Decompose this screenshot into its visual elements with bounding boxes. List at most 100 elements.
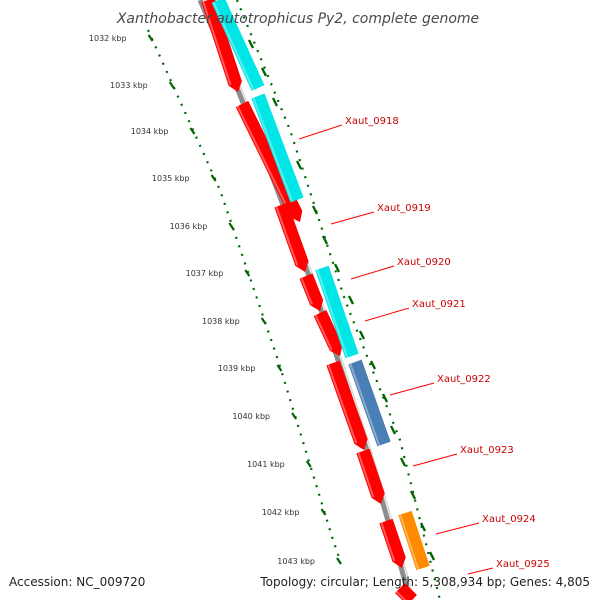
feature-tick-mark: [369, 360, 377, 370]
feature-tick-mark: [333, 263, 341, 273]
cds-red-1-shine: [236, 105, 293, 217]
gene-label-xaut_0920[interactable]: Xaut_0920: [350, 257, 451, 280]
cds-red-3-shine: [300, 277, 313, 305]
gene-label-xaut_0921[interactable]: Xaut_0921: [364, 299, 466, 322]
cds-red-1: [235, 100, 303, 222]
kbp-tick: 1036 kbp: [170, 222, 235, 231]
cds-red-8: [395, 583, 417, 600]
cds-red-4-shine: [314, 314, 333, 351]
feature-tick-mark: [311, 205, 319, 215]
gene-leader-line: [412, 453, 458, 467]
feature-tick-mark: [295, 160, 303, 170]
cds-red-0-shine: [202, 1, 232, 86]
kbp-tick: 1040 kbp: [232, 412, 298, 421]
kbp-dotted-line: [146, 29, 342, 561]
gene-name: Xaut_0922: [437, 374, 491, 385]
gene-name: Xaut_0924: [482, 514, 536, 525]
gene-label-xaut_0925[interactable]: Xaut_0925: [467, 559, 550, 575]
kbp-tick-label: 1043 kbp: [277, 557, 315, 566]
kbp-tick-label: 1037 kbp: [186, 269, 224, 278]
kbp-axis: 1032 kbp 1033 kbp 1034 kbp 1035 kbp 1036 kbp…: [89, 34, 342, 566]
kbp-tick-label: 1038 kbp: [202, 317, 240, 326]
kbp-tick: 1035 kbp: [152, 174, 217, 183]
kbp-tick: 1037 kbp: [186, 269, 251, 278]
gene-name: Xaut_0919: [377, 203, 431, 214]
cds-red-0: [201, 0, 242, 92]
gene-label-xaut_0918[interactable]: Xaut_0918: [298, 116, 399, 140]
gene-leader-line: [435, 522, 480, 535]
gene-leader-line: [389, 382, 435, 396]
kbp-tick-mark: [260, 317, 267, 325]
feature-tick-mark: [358, 330, 366, 340]
map-title: Xanthobacter autotrophicus Py2, complete…: [116, 11, 479, 27]
gene-leader-line: [330, 211, 375, 225]
cds-red-2: [274, 202, 309, 272]
gene-label-xaut_0922[interactable]: Xaut_0922: [389, 374, 491, 396]
cds-red-5: [326, 360, 368, 450]
cds-red-6-shine: [357, 452, 375, 498]
cds-red-3: [299, 273, 324, 311]
gene-labels: Xaut_0918 Xaut_0919 Xaut_0920 Xaut_0921 Xaut…: [298, 116, 550, 575]
kbp-tick-mark: [336, 557, 342, 565]
gene-name: Xaut_0920: [397, 257, 451, 268]
cds-cyan-0-shine: [212, 1, 255, 91]
gene-name: Xaut_0918: [345, 116, 399, 127]
feature-tick-mark: [347, 295, 355, 305]
kbp-tick-mark: [147, 34, 154, 42]
kbp-tick-mark: [276, 364, 283, 372]
feature-tick-mark: [381, 393, 389, 403]
kbp-tick: 1034 kbp: [131, 127, 196, 136]
kbp-tick-mark: [320, 508, 327, 516]
kbp-tick-label: 1032 kbp: [89, 34, 127, 43]
feature-tick-mark: [260, 67, 268, 77]
kbp-tick-label: 1040 kbp: [232, 412, 270, 421]
feature-tick-mark: [409, 490, 417, 500]
kbp-tick-label: 1042 kbp: [262, 508, 300, 517]
kbp-tick-mark: [291, 412, 298, 420]
kbp-tick-label: 1041 kbp: [247, 460, 285, 469]
cds-orange-shine: [399, 514, 420, 570]
gene-name: Xaut_0925: [496, 559, 550, 570]
feature-tick-mark: [321, 235, 329, 245]
kbp-tick-mark: [305, 460, 312, 468]
feature-tick-mark: [428, 551, 436, 561]
kbp-tick: 1041 kbp: [247, 460, 312, 469]
cds-red-6: [356, 448, 385, 504]
kbp-tick-mark: [228, 222, 235, 230]
cds-steelblue: [348, 359, 391, 447]
cds-cyan-2-shine: [316, 269, 349, 358]
kbp-tick-label: 1039 kbp: [218, 364, 256, 373]
gene-label-xaut_0923[interactable]: Xaut_0923: [412, 445, 514, 467]
kbp-tick-mark: [244, 269, 251, 277]
gene-name: Xaut_0921: [412, 299, 466, 310]
gene-leader-line: [298, 124, 343, 140]
cds-cyan-1-shine: [252, 97, 294, 203]
kbp-tick: 1039 kbp: [218, 364, 283, 373]
kbp-tick-mark: [189, 127, 196, 135]
gene-label-xaut_0919[interactable]: Xaut_0919: [330, 203, 431, 225]
kbp-tick: 1038 kbp: [202, 317, 267, 326]
cds-cyan-1: [251, 93, 304, 203]
kbp-tick: 1042 kbp: [262, 508, 327, 517]
kbp-tick-label: 1036 kbp: [170, 222, 208, 231]
cds-red-7: [379, 518, 406, 568]
gene-leader-line: [467, 567, 494, 575]
kbp-tick: 1033 kbp: [110, 81, 175, 90]
feature-tick-mark: [389, 425, 397, 435]
genome-backbone: [197, 0, 413, 600]
accession-label: Accession: NC_009720: [9, 575, 145, 589]
kbp-tick: 1032 kbp: [89, 34, 154, 43]
gene-leader-line: [364, 307, 410, 322]
cds-red-5-shine: [327, 364, 358, 444]
kbp-tick-mark: [210, 174, 217, 182]
cds-cyan-2: [315, 265, 359, 359]
kbp-tick-label: 1035 kbp: [152, 174, 190, 183]
feature-tick-mark: [271, 97, 279, 107]
cds-red-7-shine: [380, 522, 396, 562]
kbp-tick-label: 1034 kbp: [131, 127, 169, 136]
gene-leader-line: [350, 265, 395, 280]
cds-orange: [398, 510, 430, 571]
gene-label-xaut_0924[interactable]: Xaut_0924: [435, 514, 536, 535]
gene-name: Xaut_0923: [460, 445, 514, 456]
